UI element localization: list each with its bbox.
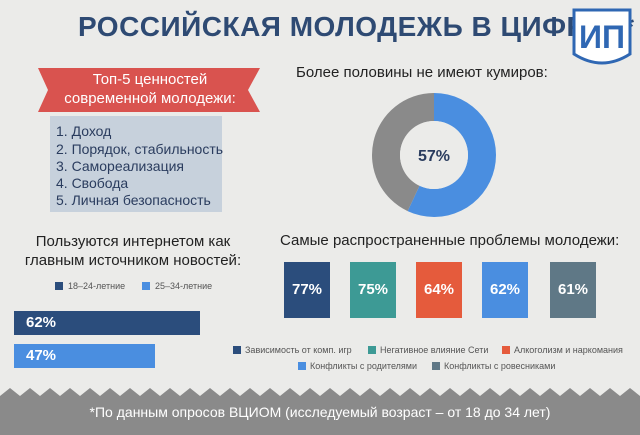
bar-value-label: 47% (26, 347, 57, 364)
list-item: 4. Свобода (56, 175, 129, 191)
bar (350, 262, 396, 318)
donut-title: Более половины не имеют кумиров: (296, 64, 548, 81)
legend-swatch (233, 346, 241, 354)
problems-title: Самые распространенные проблемы молодежи… (280, 232, 620, 249)
page-title: РОССИЙСКАЯ МОЛОДЕЖЬ В ЦИФРАХ* (78, 11, 635, 42)
bar-value-label: 61% (557, 281, 589, 298)
legend-swatch (432, 362, 440, 370)
legend-label: 18–24-летние (68, 281, 126, 291)
legend-swatch-18-24 (55, 282, 63, 290)
bar (14, 344, 155, 368)
idols-donut-chart: 57% (372, 93, 497, 218)
legend-label: Конфликты с ровесниками (444, 361, 556, 371)
legend-label: Зависимость от комп. игр (245, 345, 352, 355)
bar (550, 262, 596, 318)
bar-value-label: 75% (357, 281, 389, 298)
legend-label: 25–34-летние (155, 281, 213, 291)
values-ribbon (38, 68, 260, 112)
bar-value-label: 64% (423, 281, 455, 298)
list-item: 5. Личная безопасность (56, 192, 211, 208)
bar (14, 311, 200, 335)
list-item: 1. Доход (56, 123, 112, 139)
footer-band (0, 396, 640, 435)
values-list (50, 116, 222, 212)
logo-text: ИП (579, 19, 625, 55)
footer-note: *По данным опросов ВЦИОМ (исследуемый во… (89, 404, 551, 420)
bar-value-label: 62% (489, 281, 521, 298)
bar (482, 262, 528, 318)
list-item: 2. Порядок, стабильность (56, 141, 224, 157)
donut-hole (400, 121, 468, 189)
legend-label: Алкоголизм и наркомания (514, 345, 623, 355)
donut-slice-1 (372, 93, 434, 212)
legend-swatch (298, 362, 306, 370)
list-item: 3. Самореализация (56, 158, 185, 174)
donut-center-label: 57% (418, 148, 450, 165)
legend-label: Конфликты с родителями (310, 361, 417, 371)
bar-value-label: 62% (26, 314, 57, 331)
internet-title: Пользуются интернетом как главным источн… (24, 233, 242, 269)
values-title: Топ-5 ценностей современной молодежи: (64, 71, 236, 107)
legend-swatch (502, 346, 510, 354)
bar-value-label: 77% (291, 281, 323, 298)
legend-swatch-25-34 (142, 282, 150, 290)
bar (416, 262, 462, 318)
logo-icon: ИП (572, 8, 632, 65)
donut-slice-0 (407, 93, 497, 218)
legend-label: Негативное влияние Сети (380, 345, 489, 355)
legend-swatch (368, 346, 376, 354)
bar (284, 262, 330, 318)
